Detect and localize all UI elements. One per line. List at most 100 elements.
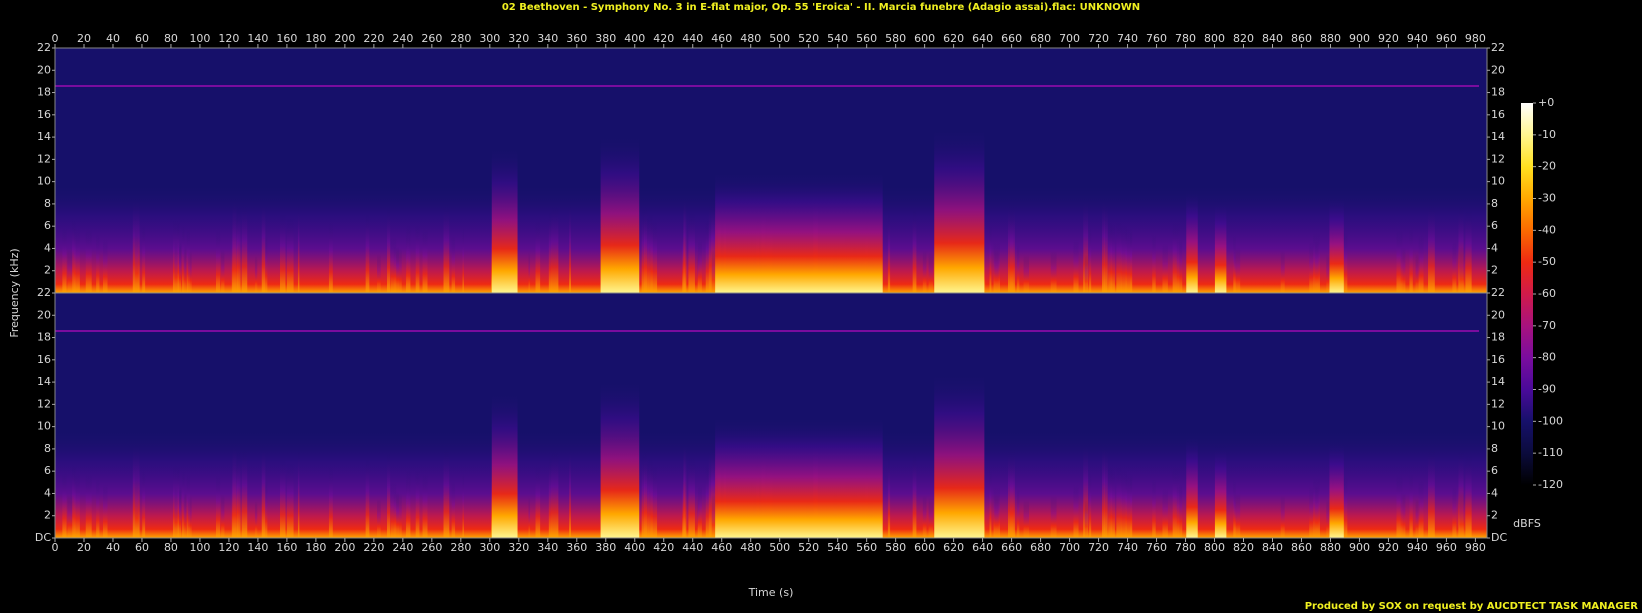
chart-title: 02 Beethoven - Symphony No. 3 in E-flat … [502,2,1140,13]
energy-streak [1162,243,1168,293]
colorbar-tick-label: -50 [1538,255,1556,268]
energy-streak [548,456,552,538]
energy-streak [405,479,408,538]
x-tick-label: 780 [1175,541,1196,554]
x-tick-label-top: 940 [1407,32,1428,45]
energy-streak [1116,467,1122,538]
x-tick-label-top: 920 [1378,32,1399,45]
x-tick-label: 220 [363,541,384,554]
energy-streak [528,497,531,538]
energy-streak [215,475,221,538]
energy-streak [179,489,181,538]
energy-streak [1023,500,1030,538]
x-tick-label: 540 [827,541,848,554]
energy-streak [188,251,192,293]
x-tick-label-top: 840 [1262,32,1283,45]
x-tick-label-top: 860 [1291,32,1312,45]
x-tick-label: 460 [711,541,732,554]
x-tick-label: 680 [1030,541,1051,554]
x-tick-label-top: 540 [827,32,848,45]
y-tick-label-right: 10 [1491,175,1505,188]
y-tick-label-right: 20 [1491,63,1505,76]
energy-streak [183,493,187,538]
energy-streak [711,249,719,293]
energy-streak [912,209,917,293]
energy-streak [535,466,541,538]
x-tick-label-top: 100 [189,32,210,45]
energy-streak [179,244,181,293]
energy-streak [261,199,266,293]
energy-streak [103,239,108,293]
energy-streak [96,234,100,293]
energy-burst [491,146,518,293]
energy-streak [62,473,67,538]
energy-streak [1104,199,1108,293]
colorbar-tick-label: -20 [1538,160,1556,173]
x-tick-label-top: 240 [392,32,413,45]
x-tick-label-top: 520 [798,32,819,45]
colorbar [1521,103,1533,485]
energy-streak [1162,488,1168,538]
energy-streak [1089,473,1092,538]
energy-streak [103,484,108,538]
energy-streak [928,253,934,293]
panel-frame [54,292,1488,539]
y-tick-label: 22 [37,286,51,299]
energy-streak [1010,210,1014,293]
energy-streak [711,201,716,293]
energy-streak [1102,197,1106,293]
colorbar-tick-label: -30 [1538,192,1556,205]
energy-streak [994,250,999,293]
energy-streak [1176,239,1183,293]
y-tick-label-right: 12 [1491,152,1505,165]
energy-streak [1125,228,1133,293]
energy-streak [697,485,702,538]
y-tick-label-right: 14 [1491,375,1505,388]
y-tick-label-right: DC [1491,531,1507,544]
y-tick-label-right: 10 [1491,420,1505,433]
energy-streak [182,471,185,538]
x-tick-label: 960 [1436,541,1457,554]
y-tick-label: 4 [44,241,51,254]
x-tick-label: 560 [856,541,877,554]
y-tick-label-right: 22 [1491,286,1505,299]
energy-streak [387,207,391,293]
energy-streak [1152,234,1156,293]
y-tick-label-right: 20 [1491,308,1505,321]
energy-streak [254,256,258,293]
energy-streak [390,482,397,538]
y-tick-label: 8 [44,197,51,210]
energy-streak [650,466,658,538]
y-tick-label: 16 [37,353,51,366]
x-tick-label-top: 700 [1059,32,1080,45]
y-tick-label: 18 [37,86,51,99]
energy-streak [644,206,648,293]
energy-streak [142,470,146,538]
energy-streak [1428,448,1435,538]
x-tick-label-top: 20 [77,32,91,45]
x-tick-label: 400 [624,541,645,554]
energy-streak [1396,231,1403,293]
x-tick-label: 300 [479,541,500,554]
energy-burst [600,133,640,293]
energy-streak [569,202,571,293]
x-tick-label: 100 [189,541,210,554]
x-tick-label-top: 740 [1117,32,1138,45]
x-tick-label: 260 [421,541,442,554]
x-tick-label: 520 [798,541,819,554]
energy-streak [922,250,927,293]
y-tick-label: 14 [37,375,51,388]
energy-streak [1459,246,1465,293]
x-tick-label-top: 800 [1204,32,1225,45]
energy-streak [1326,499,1330,538]
energy-streak [1110,223,1115,293]
x-tick-label: 860 [1291,541,1312,554]
energy-streak [989,225,992,293]
energy-streak [912,454,917,538]
energy-streak [74,473,80,538]
y-tick-label: 6 [44,464,51,477]
energy-streak [408,236,411,293]
energy-streak [1396,476,1403,538]
energy-streak [177,223,180,293]
x-tick-label: 620 [943,541,964,554]
